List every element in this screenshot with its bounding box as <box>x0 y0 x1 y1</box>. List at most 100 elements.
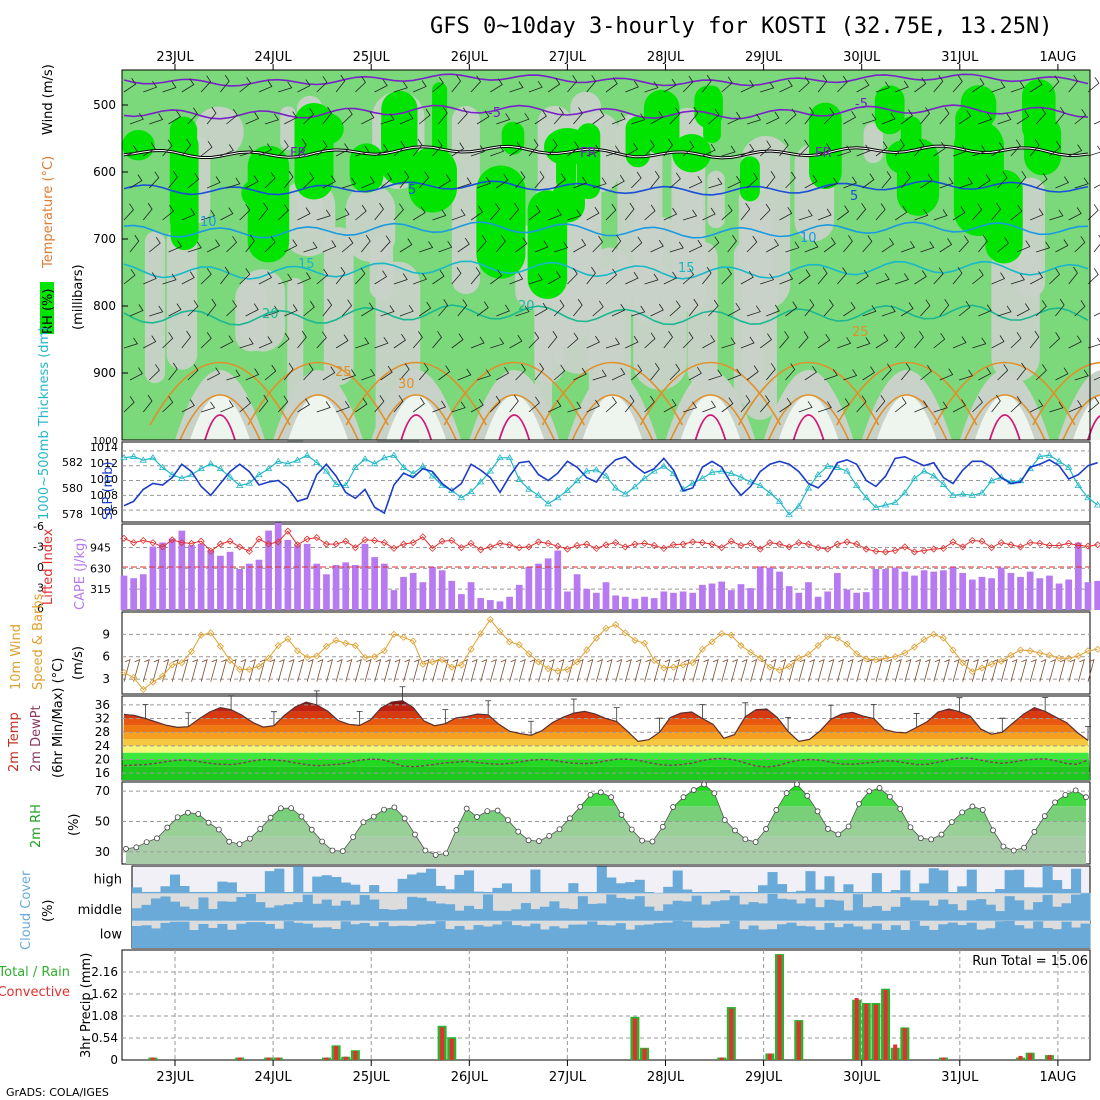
cloud-cover-bar <box>530 869 541 894</box>
cloud-cover-bar <box>445 904 456 921</box>
thickness-point <box>554 493 562 501</box>
cape-bar <box>785 586 793 610</box>
wind-barb <box>490 203 501 221</box>
wind-barb <box>380 305 395 317</box>
lifted-index-point <box>737 541 745 550</box>
lifted-index-point <box>554 542 562 550</box>
cloud-cover-bar <box>321 927 332 948</box>
rh-point <box>1062 792 1069 798</box>
cloud-cover-bar <box>1014 925 1025 948</box>
slp-top-tick-label: 1000 <box>93 436 118 447</box>
wind-barb <box>316 331 327 349</box>
wind-barb <box>1093 376 1100 381</box>
lifted-index-point <box>631 540 639 548</box>
wind-speed-point <box>978 664 986 672</box>
cape-bar <box>342 562 350 610</box>
wind-barb <box>997 113 1012 125</box>
isotherm-line <box>123 221 1089 239</box>
wind-barb <box>933 75 944 93</box>
wind-barb <box>817 401 832 413</box>
date-label-top: 26JUL <box>451 50 489 65</box>
cape-bar <box>602 582 610 610</box>
cape-bar <box>679 591 687 610</box>
cloud-cover-bar <box>615 897 626 921</box>
lifted-index-point <box>747 539 755 547</box>
wind-barb <box>1074 300 1086 317</box>
rh-point <box>979 806 986 813</box>
wind-barb <box>933 141 946 157</box>
cloud-cover-bar <box>919 925 930 948</box>
rh-moist-zone <box>1024 115 1062 176</box>
cloud-cover-bar <box>1052 906 1063 921</box>
thickness-point <box>583 467 591 474</box>
wind-barb <box>496 366 510 381</box>
isotherm-line <box>123 304 1089 326</box>
cloud-cover-bar <box>691 895 702 921</box>
cape-bar <box>1026 571 1034 610</box>
isotherm-value-label: 20 <box>262 307 279 322</box>
pressure-tick-label: 900 <box>93 366 116 380</box>
wind-barb <box>380 172 392 189</box>
rh-point <box>246 835 253 842</box>
wind-barb <box>470 145 485 157</box>
wind-barb <box>933 332 946 349</box>
isotherm-value-label: 25 <box>335 365 352 380</box>
wind-barb <box>168 303 182 317</box>
cloud-cover-bar <box>615 883 626 894</box>
wind-barb <box>804 240 819 253</box>
wind-10m-barb <box>615 659 623 682</box>
cloud-cover-bar <box>568 924 579 948</box>
wind-barb <box>451 142 465 157</box>
wind-barb <box>586 144 601 157</box>
cloud-cover-bar <box>824 899 835 921</box>
rh-point <box>412 831 418 838</box>
lifted-index-point <box>1007 541 1015 549</box>
date-label-top: 29JUL <box>745 50 783 65</box>
wind-barb <box>322 240 337 253</box>
wind-barb <box>316 76 328 93</box>
wind-speed-point <box>930 630 938 638</box>
wind-barb <box>573 107 583 125</box>
wind-barb <box>1087 337 1100 349</box>
wind-barb <box>412 331 423 349</box>
rh-point <box>556 826 563 833</box>
wind-barb <box>168 110 182 125</box>
wind-barb <box>708 369 723 381</box>
wind-barb <box>573 176 588 189</box>
wind-barb <box>496 304 510 317</box>
thickness-point <box>303 451 311 458</box>
rh-point <box>236 841 243 848</box>
wind-10m-barb <box>499 659 507 682</box>
wind-barb <box>335 266 346 285</box>
thickness-point <box>689 479 697 486</box>
cape-bar <box>149 546 157 610</box>
wind-barb <box>779 79 793 93</box>
temperature-axis-label: Temperature (°C) <box>41 156 56 269</box>
temp-band <box>122 759 1090 767</box>
cloud-cover-bar <box>331 905 342 921</box>
precip-convective-bar <box>266 1057 271 1060</box>
wind-speed-point <box>1055 654 1063 662</box>
wind-10m-barb <box>326 659 334 682</box>
cape-bar <box>882 568 889 610</box>
thickness-point <box>824 462 832 469</box>
cloud-cover-bar <box>169 921 181 948</box>
cloud-cover-bar <box>1071 868 1082 894</box>
lifted-index-point <box>968 536 976 545</box>
wind-speed-point <box>554 667 562 675</box>
wind-barb <box>187 300 199 317</box>
cape-bar <box>139 574 147 610</box>
thickness-point <box>968 491 977 498</box>
wind-barb <box>432 331 442 349</box>
wind-barb <box>181 330 192 349</box>
wind-barb <box>837 75 848 93</box>
cloud-cover-bar <box>283 921 294 948</box>
rh-point <box>649 838 656 845</box>
cloud-cover-bar <box>350 904 361 921</box>
cape-bar <box>159 542 166 610</box>
cape-bar <box>178 530 186 610</box>
precip-convective-bar <box>440 1027 445 1060</box>
lifted-index-point <box>1045 541 1054 550</box>
wind-barb <box>418 108 431 125</box>
cloud-cover-bar <box>312 903 323 921</box>
